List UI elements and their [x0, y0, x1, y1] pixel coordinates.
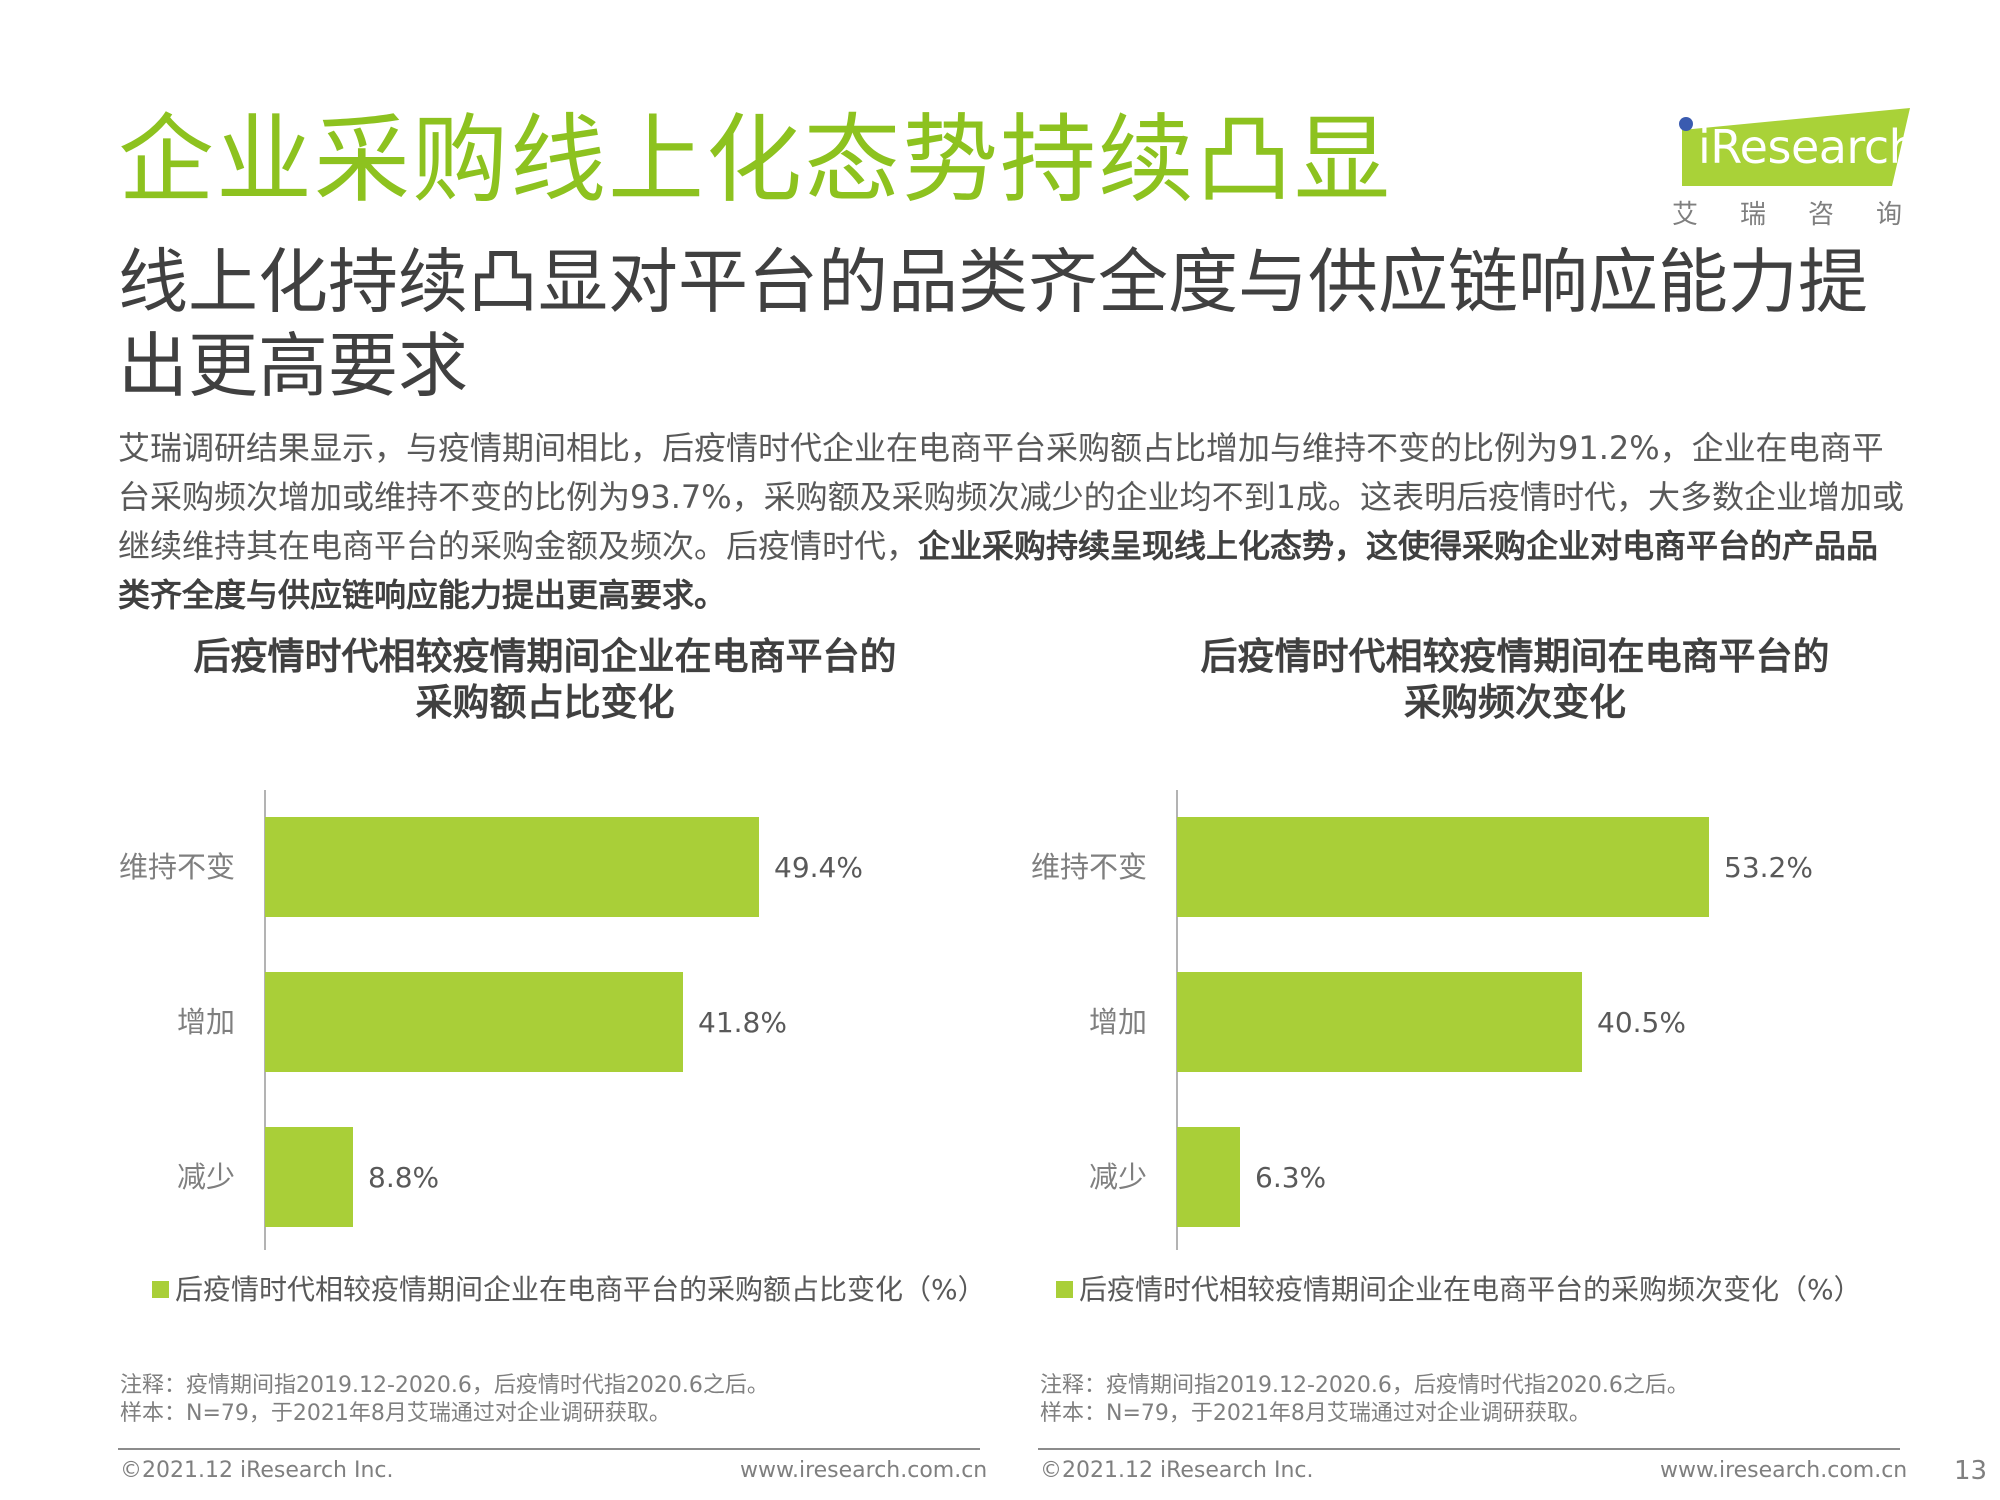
category-label-1: 增加 — [1089, 1005, 1147, 1039]
right-footer-url[interactable]: www.iresearch.com.cn — [1660, 1458, 1908, 1483]
logo-text: iResearch — [1698, 120, 1918, 174]
bar-1 — [265, 972, 683, 1072]
logo-cn-text: 艾瑞咨询 — [1672, 200, 1945, 230]
bar-1 — [1177, 972, 1582, 1072]
page-title: 企业采购线上化态势持续凸显 — [118, 104, 1392, 216]
left-legend-label: 后疫情时代相较疫情期间企业在电商平台的采购额占比变化（%） — [175, 1273, 986, 1306]
right-footer-divider — [1038, 1448, 1900, 1450]
left-chart-title: 后疫情时代相较疫情期间企业在电商平台的 采购额占比变化 — [95, 634, 995, 726]
left-note-line2: 样本：N=79，于2021年8月艾瑞通过对企业调研获取。 — [120, 1401, 671, 1426]
left-note-line1: 注释：疫情期间指2019.12-2020.6，后疫情时代指2020.6之后。 — [120, 1373, 769, 1398]
right-legend-swatch — [1056, 1281, 1073, 1298]
bar-0 — [1177, 817, 1709, 917]
left-footer-copyright: ©2021.12 iResearch Inc. — [120, 1458, 394, 1483]
right-chart-note: 注释：疫情期间指2019.12-2020.6，后疫情时代指2020.6之后。 样… — [1040, 1372, 1689, 1428]
left-chart-legend: 后疫情时代相较疫情期间企业在电商平台的采购额占比变化（%） — [152, 1268, 986, 1308]
category-label-0: 维持不变 — [119, 850, 235, 884]
bar-0 — [265, 817, 759, 917]
left-footer-divider — [118, 1448, 980, 1450]
value-label-0: 53.2% — [1724, 851, 1813, 884]
category-label-0: 维持不变 — [1031, 850, 1147, 884]
value-label-2: 8.8% — [368, 1161, 439, 1194]
left-footer-url[interactable]: www.iresearch.com.cn — [740, 1458, 988, 1483]
body-paragraph: 艾瑞调研结果显示，与疫情期间相比，后疫情时代企业在电商平台采购额占比增加与维持不… — [118, 424, 1908, 620]
right-chart-title: 后疫情时代相较疫情期间在电商平台的 采购频次变化 — [1065, 634, 1965, 726]
bar-2 — [1177, 1127, 1240, 1227]
bar-2 — [265, 1127, 353, 1227]
value-label-0: 49.4% — [774, 851, 863, 884]
category-label-2: 减少 — [177, 1160, 235, 1194]
left-bar-chart: 维持不变 49.4% 增加 41.8% 减少 8.8% — [119, 790, 863, 1250]
value-label-1: 41.8% — [698, 1006, 787, 1039]
value-label-2: 6.3% — [1255, 1161, 1326, 1194]
left-chart-note: 注释：疫情期间指2019.12-2020.6，后疫情时代指2020.6之后。 样… — [120, 1372, 769, 1428]
right-chart-title-line2: 采购频次变化 — [1404, 681, 1626, 724]
category-label-1: 增加 — [177, 1005, 235, 1039]
value-label-1: 40.5% — [1597, 1006, 1686, 1039]
right-chart-title-line1: 后疫情时代相较疫情期间在电商平台的 — [1200, 635, 1830, 678]
page-subtitle: 线上化持续凸显对平台的品类齐全度与供应链响应能力提出更高要求 — [118, 241, 1868, 407]
page-number: 13 — [1954, 1456, 1988, 1486]
right-note-line1: 注释：疫情期间指2019.12-2020.6，后疫情时代指2020.6之后。 — [1040, 1373, 1689, 1398]
iresearch-logo: iResearch 艾瑞咨询 — [1660, 108, 1945, 230]
body-bold-text: 企业采购持续呈现线上化态势，这使得采购企业对电商平台的产品品类齐全度与供应链响应… — [118, 527, 1879, 614]
left-legend-swatch — [152, 1281, 169, 1298]
right-bar-chart: 维持不变 53.2% 增加 40.5% 减少 6.3% — [1031, 790, 1813, 1250]
right-chart-legend: 后疫情时代相较疫情期间企业在电商平台的采购频次变化（%） — [1056, 1268, 1862, 1308]
right-footer-copyright: ©2021.12 iResearch Inc. — [1040, 1458, 1314, 1483]
category-label-2: 减少 — [1089, 1160, 1147, 1194]
body-plain-text: 艾瑞调研结果显示，与疫情期间相比，后疫情时代企业在电商平台采购额占比增加与维持不… — [118, 429, 1905, 565]
left-chart-title-line2: 采购额占比变化 — [415, 681, 675, 724]
left-chart-title-line1: 后疫情时代相较疫情期间企业在电商平台的 — [193, 635, 897, 678]
right-legend-label: 后疫情时代相较疫情期间企业在电商平台的采购频次变化（%） — [1079, 1273, 1862, 1306]
logo-mark — [1679, 108, 1910, 186]
right-note-line2: 样本：N=79，于2021年8月艾瑞通过对企业调研获取。 — [1040, 1401, 1591, 1426]
